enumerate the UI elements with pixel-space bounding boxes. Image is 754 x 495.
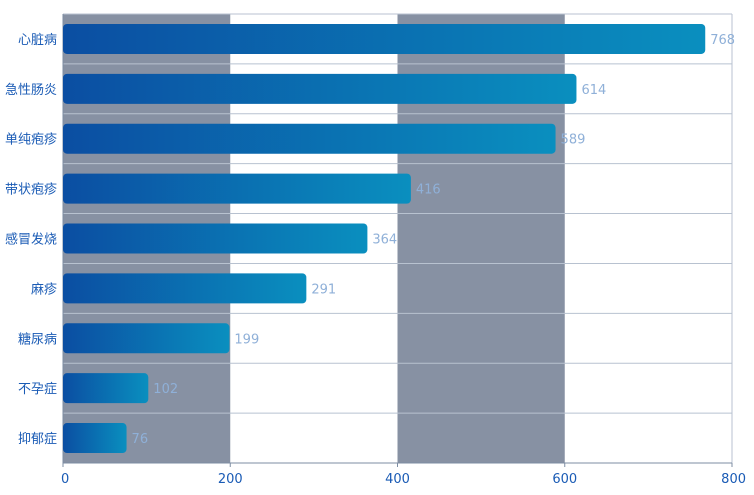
bar xyxy=(63,173,411,204)
value-label: 416 xyxy=(416,183,441,198)
bars xyxy=(63,23,706,454)
category-label: 心脏病 xyxy=(18,33,57,48)
value-label: 291 xyxy=(311,282,336,297)
category-label: 抑郁症 xyxy=(18,432,57,447)
bar xyxy=(63,423,127,454)
category-label: 急性肠炎 xyxy=(5,83,57,98)
x-tick-label: 0 xyxy=(61,472,69,487)
x-tick-label: 800 xyxy=(721,472,746,487)
value-label: 589 xyxy=(561,133,586,148)
value-label: 768 xyxy=(710,33,735,48)
category-label: 带状疱疹 xyxy=(5,182,57,198)
category-label: 单纯疱疹 xyxy=(5,132,57,148)
bar xyxy=(63,273,307,304)
category-label: 感冒发烧 xyxy=(5,232,57,248)
bar xyxy=(63,373,149,404)
value-label: 199 xyxy=(234,332,259,347)
category-label: 麻疹 xyxy=(31,281,57,297)
bar xyxy=(63,23,706,54)
value-label: 102 xyxy=(153,382,178,397)
category-label: 不孕症 xyxy=(18,382,57,397)
x-tick-label: 200 xyxy=(218,472,243,487)
bar xyxy=(63,123,556,154)
value-label: 364 xyxy=(372,233,397,248)
bar xyxy=(63,323,230,354)
bar xyxy=(63,73,577,104)
value-label: 614 xyxy=(581,83,606,98)
labels: 心脏病 768 急性肠炎 614 单纯疱疹 589 带状疱疹 416 感冒发烧 364 麻疹 291 糖… xyxy=(5,33,735,447)
x-tick-label: 600 xyxy=(552,472,577,487)
grid-lines xyxy=(63,13,733,464)
category-label: 糖尿病 xyxy=(18,331,57,347)
value-label: 76 xyxy=(132,432,149,447)
bar xyxy=(63,223,368,254)
x-tick-label: 400 xyxy=(385,472,410,487)
